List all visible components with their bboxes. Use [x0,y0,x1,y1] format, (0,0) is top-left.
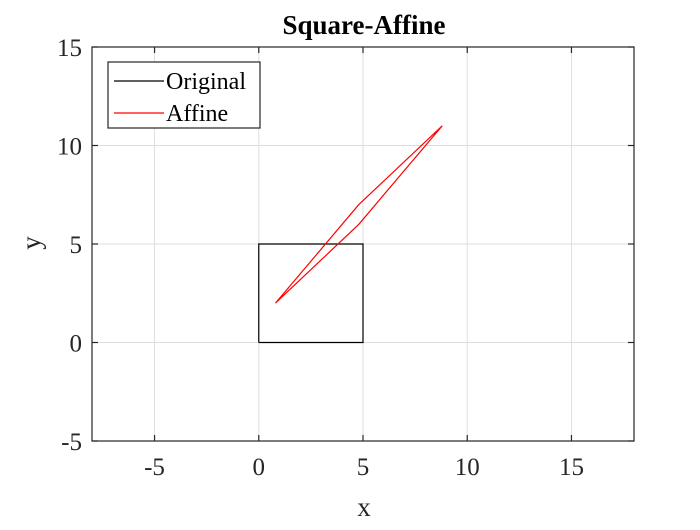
chart-title: Square-Affine [282,10,445,40]
y-tick-label: 10 [57,134,82,161]
x-tick-label: 5 [357,454,370,481]
series-line-original [258,243,364,344]
y-tick-label: 0 [70,331,83,358]
y-tick-label: 5 [70,232,83,259]
y-tick-label: -5 [61,429,82,456]
x-tick-label: 0 [253,454,266,481]
x-tick-label: -5 [144,454,165,481]
x-tick-label: 15 [559,454,584,481]
series-line-affine [274,125,443,304]
data-layer [258,125,443,344]
legend: Original Affine [107,61,261,129]
x-axis-label: x [357,492,371,522]
tick-labels: -5 0 5 10 15 -5 0 5 10 15 [57,35,584,481]
x-tick-label: 10 [455,454,480,481]
ticks [92,46,634,442]
y-axis-label: y [16,236,46,250]
legend-label-original: Original [166,69,246,95]
legend-box [107,61,261,129]
y-tick-label: 15 [57,35,82,62]
legend-label-affine: Affine [166,101,228,127]
